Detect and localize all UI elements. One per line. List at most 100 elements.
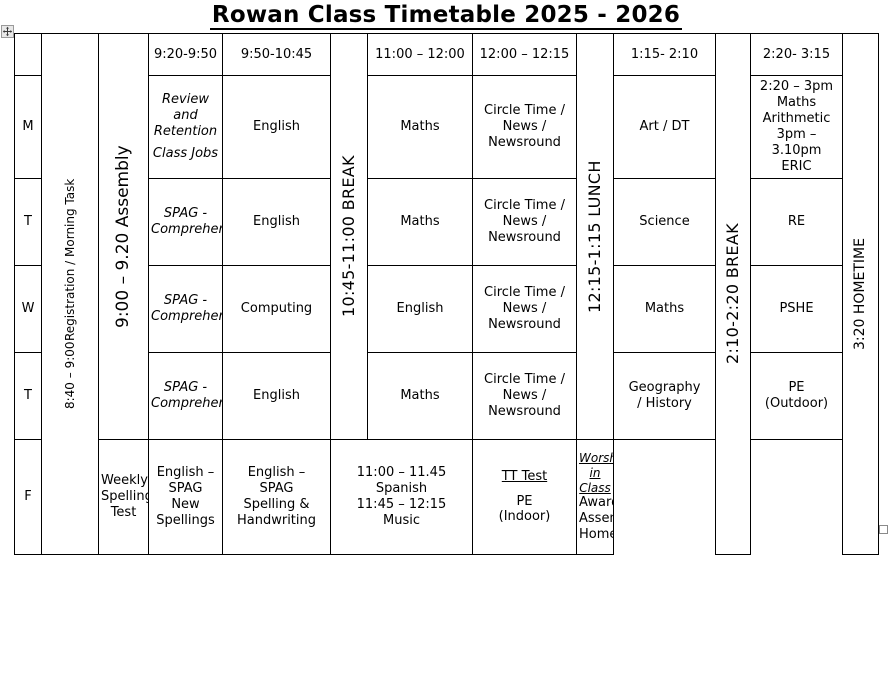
cell-tuesday-slot4[interactable]: Circle Time / News / Newsround xyxy=(472,178,577,266)
table-header-row: 8:40 – 9:00 Registration / Morning Task … xyxy=(14,33,879,555)
cell-monday-slot3[interactable]: Maths xyxy=(367,75,473,179)
cell-friday-slot6[interactable]: Worship in Class Awards Assembly Homewor… xyxy=(576,439,614,555)
cell-tuesday-slot3[interactable]: Maths xyxy=(367,178,473,266)
cell-text-line: Circle Time / xyxy=(484,198,565,214)
registration-time-label: 8:40 – 9:00 xyxy=(62,341,77,409)
cell-thursday-slot3[interactable]: Maths xyxy=(367,352,473,440)
cell-thursday-slot1[interactable]: SPAG - Comprehension xyxy=(148,352,223,440)
day-label-tuesday: T xyxy=(14,178,42,266)
cell-thursday-slot4[interactable]: Circle Time / News / Newsround xyxy=(472,352,577,440)
header-time-slot4: 12:00 – 12:15 xyxy=(472,33,577,76)
table-row-wednesday: W SPAG - Comprehension Computing English… xyxy=(14,265,879,353)
cell-text-line: Newsround xyxy=(488,403,561,419)
day-label-thursday: T xyxy=(14,352,42,440)
header-day-col xyxy=(14,33,42,76)
cell-text-line: Spanish xyxy=(375,481,428,497)
cell-wednesday-slot4[interactable]: Circle Time / News / Newsround xyxy=(472,265,577,353)
day-label-monday: M xyxy=(14,75,42,179)
table-resize-handle-icon[interactable] xyxy=(879,525,888,534)
cell-text-line: Comprehension xyxy=(151,309,222,324)
cell-text-line: / History xyxy=(637,396,692,411)
assembly-label: 9:00 – 9.20 Assembly xyxy=(113,145,134,328)
cell-text-line: Test xyxy=(110,504,137,520)
cell-friday-midday[interactable]: 11:00 – 11.45 Spanish 11:45 – 12:15 Musi… xyxy=(330,439,473,555)
cell-text-line: Awards xyxy=(579,495,613,511)
page-title: Rowan Class Timetable 2025 - 2026 xyxy=(209,3,683,31)
cell-monday-slot1[interactable]: Review and Retention Class Jobs xyxy=(148,75,223,179)
cell-friday-slot5[interactable]: TT Test PE (Indoor) xyxy=(472,439,577,555)
cell-wednesday-slot3[interactable]: English xyxy=(367,265,473,353)
cell-text-line: SPAG - xyxy=(163,206,208,222)
cell-wednesday-slot5[interactable]: Maths xyxy=(613,265,716,353)
cell-thursday-slot5[interactable]: Geography / History xyxy=(613,352,716,440)
cell-thursday-slot6[interactable]: PE (Outdoor) xyxy=(750,352,843,440)
day-label-wednesday: W xyxy=(14,265,42,353)
afternoon-break-column: 2:10-2:20 BREAK xyxy=(715,33,751,555)
cell-text-line: Review and xyxy=(162,91,209,123)
table-row-friday: F Weekly Spelling Test English – SPAG Ne… xyxy=(14,439,879,555)
morning-break-column: 10:45-11:00 BREAK xyxy=(330,33,368,440)
header-time-slot2: 9:50-10:45 xyxy=(222,33,331,76)
cell-text-line: (Outdoor) xyxy=(764,396,829,411)
cell-text-line: Comprehension xyxy=(151,396,222,411)
lunch-label: 12:15-1:15 LUNCH xyxy=(585,160,605,313)
cell-text-line: Arithmetic xyxy=(762,111,831,127)
cell-text-line: 2:20 – 3pm xyxy=(759,79,834,95)
day-label-friday: F xyxy=(14,439,42,555)
cell-text-line: Spelling & xyxy=(243,497,310,512)
cell-text-line: Assembly xyxy=(579,511,613,526)
cell-text-line: 11:00 – 11.45 xyxy=(356,465,447,481)
cell-text-line: Comprehension xyxy=(151,222,222,237)
line-gap xyxy=(475,485,574,494)
cell-text-line: Circle Time / xyxy=(484,103,565,119)
cell-text-line: Spellings xyxy=(156,512,215,528)
cell-text-line: Music xyxy=(383,512,420,528)
page-title-container: Rowan Class Timetable 2025 - 2026 xyxy=(0,0,892,33)
cell-friday-slot2[interactable]: English – SPAG Spelling & Handwriting xyxy=(222,439,331,555)
cell-text-line: Class Jobs xyxy=(152,146,219,162)
afternoon-break-label: 2:10-2:20 BREAK xyxy=(723,223,743,365)
cell-text-line: News / xyxy=(502,388,547,404)
cell-text-line: Weekly xyxy=(101,473,148,489)
cell-wednesday-slot6[interactable]: PSHE xyxy=(750,265,843,353)
cell-text-line: SPAG - xyxy=(163,293,208,309)
cell-text-line: ERIC xyxy=(781,158,812,174)
cell-text-line: PE xyxy=(788,380,805,396)
cell-text-line: Circle Time / xyxy=(484,285,565,301)
cell-text-line: News / xyxy=(502,301,547,317)
cell-text-line: SPAG xyxy=(259,481,294,497)
cell-tuesday-slot6[interactable]: RE xyxy=(750,178,843,266)
morning-break-label: 10:45-11:00 BREAK xyxy=(339,155,359,318)
cell-text-line: SPAG - xyxy=(163,380,208,396)
lunch-column: 12:15-1:15 LUNCH xyxy=(576,33,614,440)
cell-wednesday-slot1[interactable]: SPAG - Comprehension xyxy=(148,265,223,353)
cell-friday-spelling-test[interactable]: Weekly Spelling Test xyxy=(98,439,149,555)
cell-tuesday-slot1[interactable]: SPAG - Comprehension xyxy=(148,178,223,266)
header-time-slot1: 9:20-9:50 xyxy=(148,33,223,76)
cell-tuesday-slot2[interactable]: English xyxy=(222,178,331,266)
cell-text-line: Geography xyxy=(628,380,701,396)
cell-monday-slot5[interactable]: Art / DT xyxy=(613,75,716,179)
cell-text-line: New xyxy=(171,497,200,512)
cell-text-line: Homework xyxy=(579,526,613,542)
cell-text-line: 11:45 – 12:15 xyxy=(356,497,447,512)
timetable-page: Rowan Class Timetable 2025 - 2026 xyxy=(0,0,892,555)
cell-monday-slot2[interactable]: English xyxy=(222,75,331,179)
hometime-label: 3:20 HOMETIME xyxy=(851,238,868,350)
cell-text-line: SPAG xyxy=(168,481,203,497)
cell-thursday-slot2[interactable]: English xyxy=(222,352,331,440)
cell-tuesday-slot5[interactable]: Science xyxy=(613,178,716,266)
line-gap xyxy=(151,139,220,146)
hometime-column: 3:20 HOMETIME xyxy=(842,33,879,555)
cell-text-line: (Indoor) xyxy=(498,509,551,525)
cell-text-line: Handwriting xyxy=(236,512,317,528)
table-move-handle-icon[interactable] xyxy=(1,25,14,38)
header-time-slot6: 2:20- 3:15 xyxy=(750,33,843,76)
cell-monday-slot4[interactable]: Circle Time / News / Newsround xyxy=(472,75,577,179)
header-time-slot3: 11:00 – 12:00 xyxy=(367,33,473,76)
cell-monday-slot6[interactable]: 2:20 – 3pm Maths Arithmetic 3pm – 3.10pm… xyxy=(750,75,843,179)
assembly-column: 9:00 – 9.20 Assembly xyxy=(98,33,149,440)
cell-wednesday-slot2[interactable]: Computing xyxy=(222,265,331,353)
cell-friday-slot1[interactable]: English – SPAG New Spellings xyxy=(148,439,223,555)
table-row-monday: M Review and Retention Class Jobs Englis… xyxy=(14,75,879,179)
